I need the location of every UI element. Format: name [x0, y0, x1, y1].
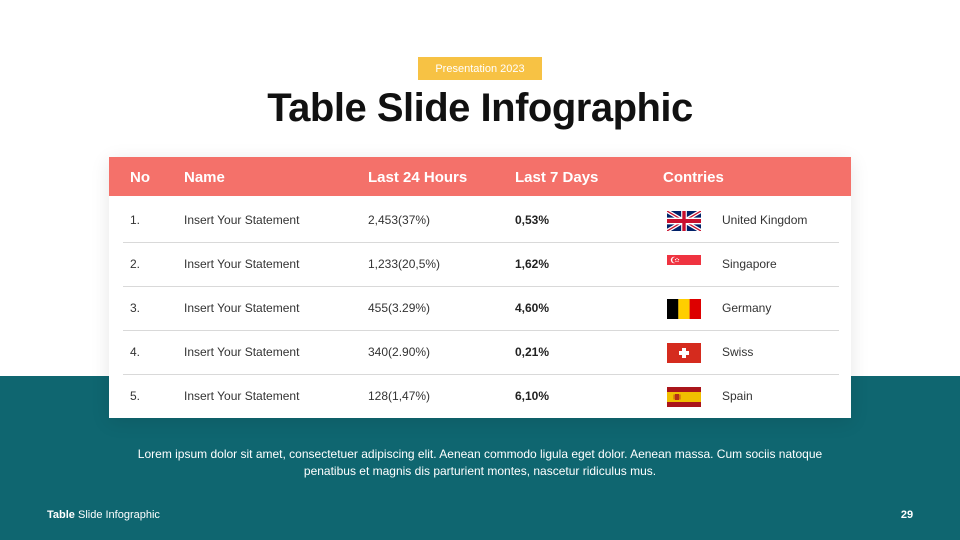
swiss-flag-icon — [667, 343, 701, 363]
row-name: Insert Your Statement — [184, 213, 300, 227]
page-number: 29 — [900, 509, 914, 521]
header-no: No — [130, 169, 150, 186]
row-country: Singapore — [722, 257, 777, 271]
caption-text: Lorem ipsum dolor sit amet, consectetuer… — [110, 446, 850, 480]
row-last-24-hours: 1,233(20,5%) — [368, 257, 441, 271]
slide-title: Table Slide Infographic — [267, 86, 693, 130]
row-country: Swiss — [722, 345, 754, 359]
row-last-24-hours: 128(1,47%) — [368, 389, 431, 403]
row-country: United Kingdom — [722, 213, 808, 227]
united-kingdom-flag-icon — [667, 211, 701, 231]
table-row: 1. Insert Your Statement 2,453(37%) 0,53… — [123, 198, 839, 243]
row-last-7-days: 0,53% — [515, 213, 550, 227]
row-no: 5. — [130, 389, 141, 403]
row-no: 2. — [130, 257, 141, 271]
table-row: 4. Insert Your Statement 340(2.90%) 0,21… — [123, 330, 839, 375]
row-last-7-days: 1,62% — [515, 257, 550, 271]
header-countries: Contries — [663, 169, 724, 186]
footer-title-bold: Table — [47, 509, 75, 521]
row-country: Germany — [722, 301, 772, 315]
presentation-badge: Presentation 2023 — [418, 57, 542, 80]
row-last-24-hours: 2,453(37%) — [368, 213, 431, 227]
header-name: Name — [184, 169, 225, 186]
table-row: 2. Insert Your Statement 1,233(20,5%) 1,… — [123, 242, 839, 287]
footer-title: Table Slide Infographic — [47, 509, 160, 521]
row-name: Insert Your Statement — [184, 345, 300, 359]
caption-line-2: penatibus et magnis dis parturient monte… — [303, 464, 657, 478]
row-country: Spain — [722, 389, 753, 403]
row-last-24-hours: 340(2.90%) — [368, 345, 431, 359]
row-name: Insert Your Statement — [184, 301, 300, 315]
singapore-flag-icon — [667, 255, 701, 275]
caption-line-1: Lorem ipsum dolor sit amet, consectetuer… — [137, 447, 823, 461]
footer-title-rest: Slide Infographic — [74, 509, 160, 521]
row-name: Insert Your Statement — [184, 257, 300, 271]
row-last-7-days: 6,10% — [515, 389, 550, 403]
row-last-7-days: 0,21% — [515, 345, 550, 359]
row-last-7-days: 4,60% — [515, 301, 550, 315]
spain-flag-icon — [667, 387, 701, 407]
row-no: 3. — [130, 301, 141, 315]
row-no: 4. — [130, 345, 141, 359]
row-name: Insert Your Statement — [184, 389, 300, 403]
row-last-24-hours: 455(3.29%) — [368, 301, 431, 315]
table-row: 5. Insert Your Statement 128(1,47%) 6,10… — [123, 374, 839, 418]
header-last-7-days: Last 7 Days — [515, 169, 599, 186]
data-table: No Name Last 24 Hours Last 7 Days Contri… — [109, 157, 851, 418]
row-no: 1. — [130, 213, 141, 227]
header-last-24-hours: Last 24 Hours — [368, 169, 468, 186]
table-header: No Name Last 24 Hours Last 7 Days Contri… — [109, 157, 851, 196]
germany-flag-icon — [667, 299, 701, 319]
table-row: 3. Insert Your Statement 455(3.29%) 4,60… — [123, 286, 839, 331]
